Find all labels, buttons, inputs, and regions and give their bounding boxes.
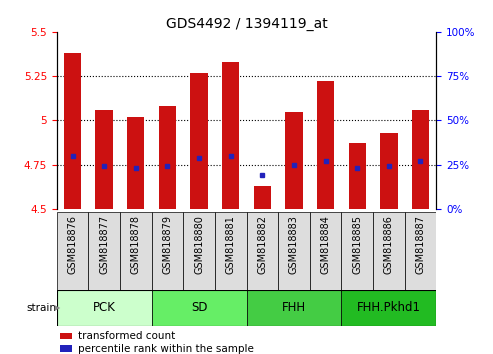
Text: SD: SD: [191, 302, 207, 314]
Bar: [341, 212, 373, 292]
Text: GSM818887: GSM818887: [416, 215, 425, 274]
Bar: [120, 212, 152, 292]
Bar: [88, 212, 120, 292]
Bar: [380, 133, 397, 209]
Bar: [183, 212, 215, 292]
Bar: [349, 143, 366, 209]
Text: percentile rank within the sample: percentile rank within the sample: [77, 343, 253, 354]
Bar: [61, 333, 72, 339]
Text: GSM818876: GSM818876: [68, 215, 77, 274]
Text: GSM818881: GSM818881: [226, 215, 236, 274]
Bar: [152, 290, 246, 326]
Bar: [64, 53, 81, 209]
Bar: [373, 212, 405, 292]
Bar: [246, 212, 278, 292]
Bar: [61, 346, 72, 352]
Bar: [57, 212, 88, 292]
Text: transformed count: transformed count: [77, 331, 175, 341]
Bar: [127, 117, 144, 209]
Text: strain: strain: [27, 303, 57, 313]
Bar: [190, 73, 208, 209]
Text: GSM818883: GSM818883: [289, 215, 299, 274]
Text: FHH: FHH: [282, 302, 306, 314]
Text: GSM818879: GSM818879: [162, 215, 173, 274]
Text: GSM818886: GSM818886: [384, 215, 394, 274]
Bar: [96, 110, 113, 209]
Title: GDS4492 / 1394119_at: GDS4492 / 1394119_at: [166, 17, 327, 31]
Bar: [317, 81, 334, 209]
Text: GSM818882: GSM818882: [257, 215, 267, 274]
Text: GSM818878: GSM818878: [131, 215, 141, 274]
Bar: [159, 106, 176, 209]
Bar: [152, 212, 183, 292]
Bar: [341, 290, 436, 326]
Bar: [222, 62, 240, 209]
Bar: [215, 212, 246, 292]
Bar: [310, 212, 341, 292]
Bar: [285, 112, 303, 209]
Text: GSM818885: GSM818885: [352, 215, 362, 274]
Text: FHH.Pkhd1: FHH.Pkhd1: [357, 302, 421, 314]
Text: GSM818880: GSM818880: [194, 215, 204, 274]
Text: GSM818884: GSM818884: [320, 215, 331, 274]
Bar: [278, 212, 310, 292]
Text: PCK: PCK: [93, 302, 115, 314]
Bar: [253, 186, 271, 209]
Bar: [57, 290, 152, 326]
Bar: [405, 212, 436, 292]
Text: GSM818877: GSM818877: [99, 215, 109, 274]
Bar: [412, 110, 429, 209]
Bar: [246, 290, 341, 326]
